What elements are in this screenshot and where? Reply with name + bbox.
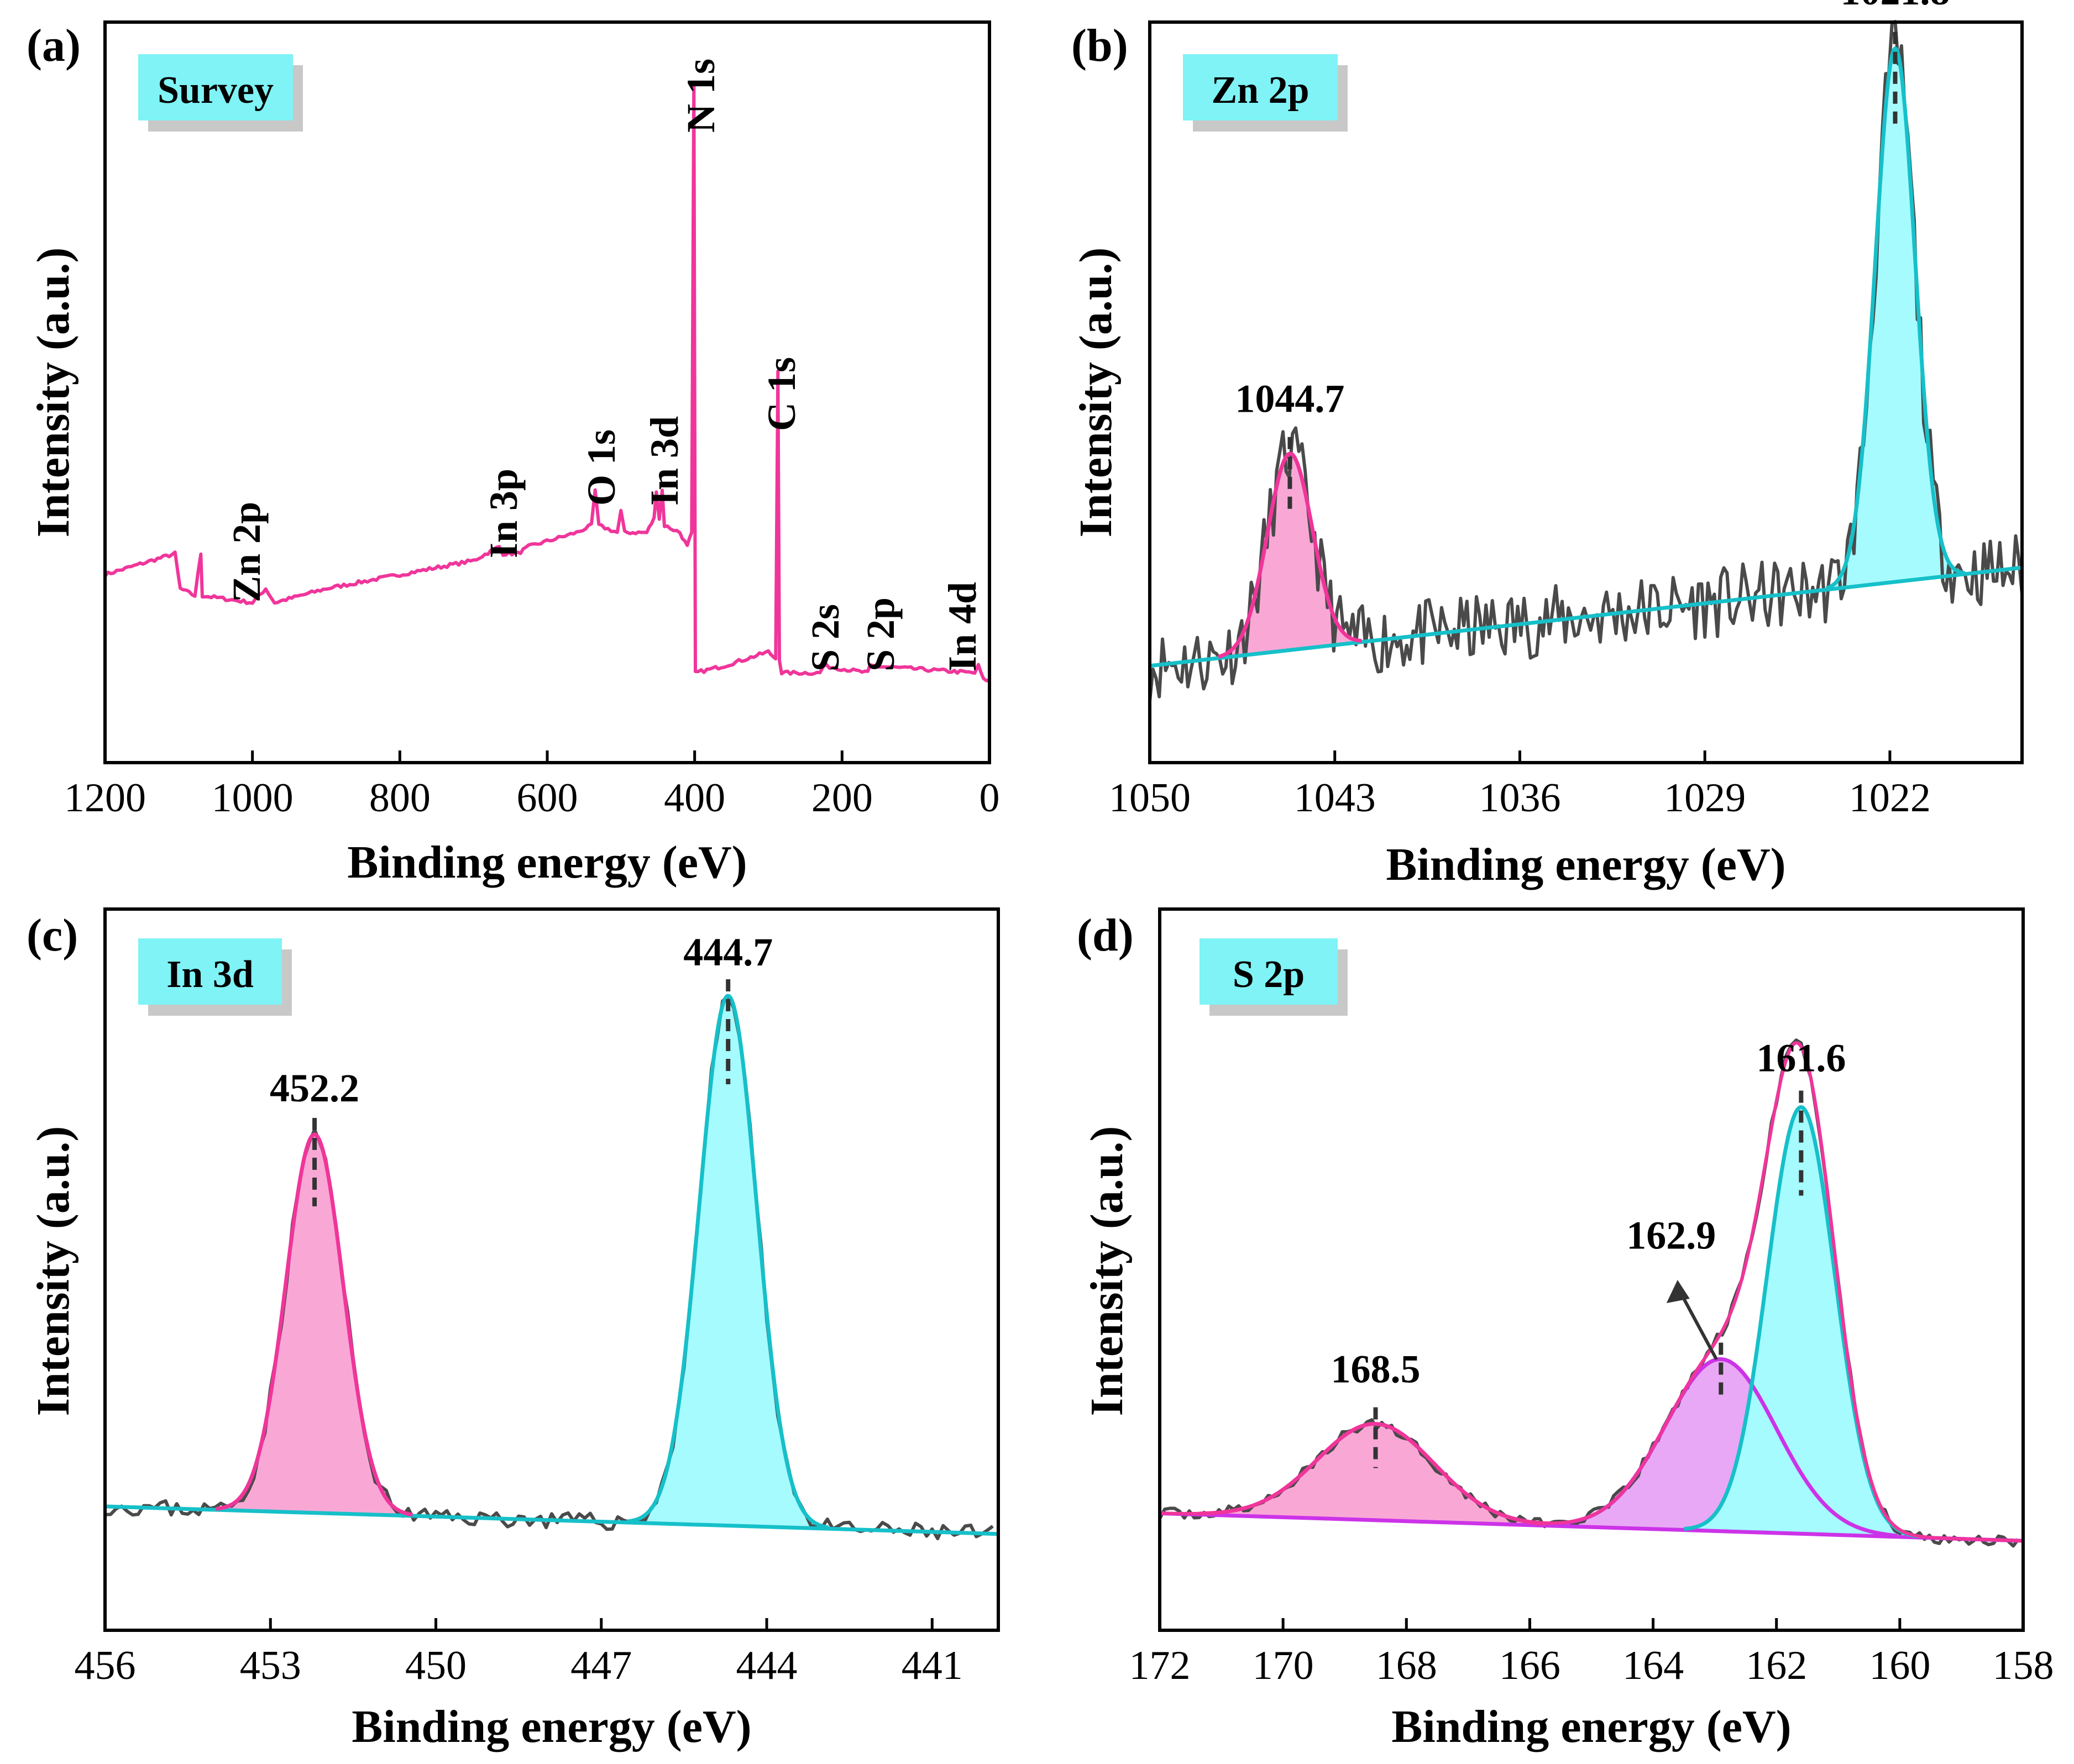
panel-b: (b) Zn 2p 1044.71021.8 10501043103610291… [1070, 0, 2024, 890]
annotations-a: Zn 2p In 3p O 1s In 3d N 1s C 1s S 2s S … [224, 59, 984, 671]
peak-label-161.6: 161.6 [1756, 1036, 1846, 1080]
x-tick-label: 450 [405, 1643, 467, 1688]
peak-fill-452.2 [216, 1134, 413, 1516]
plot-area-b: 1044.7 1021.8 [1148, 0, 2024, 701]
x-tick-label: 162 [1746, 1643, 1807, 1688]
annotation-in4d: In 4d [940, 582, 984, 671]
y-axis-title-c: Intensity (a.u.) [28, 1126, 79, 1416]
x-ticks-a: 1200 1000 800 600 400 200 0 [64, 750, 1000, 821]
raw-data-line [104, 994, 994, 1541]
s2p-box [1200, 938, 1338, 1005]
x-tick-label: 1043 [1294, 775, 1376, 821]
panel-label-b: (b) [1071, 20, 1128, 71]
x-tick-label: 447 [570, 1643, 632, 1688]
peak-label-452.2: 452.2 [270, 1066, 359, 1110]
x-tick-label: 158 [1993, 1643, 2054, 1688]
annotation-c1s: C 1s [760, 357, 804, 431]
x-tick-label: 444 [736, 1643, 798, 1688]
x-ticks-b: 1050 1043 1036 1029 1022 [1109, 750, 1931, 821]
annotation-in3d: In 3d [642, 416, 687, 506]
plot-frame-d [1158, 907, 2025, 1632]
peak-line-444.7 [626, 994, 829, 1530]
in3d-box-label: In 3d [166, 953, 254, 996]
fit-baseline [1159, 1511, 2024, 1543]
annotation-s2s: S 2s [803, 604, 847, 671]
plot-frame-c [103, 907, 1000, 1632]
peak-arrow-162-9 [1679, 1292, 1718, 1361]
panel-d: (d) S 2p 168.5 162.9 161.6 172 170 168 166 164… [1077, 907, 2054, 1752]
peak-arrow-head-162-9 [1666, 1280, 1690, 1303]
x-tick-label: 1050 [1109, 775, 1191, 821]
peak-label-444.7: 444.7 [683, 930, 773, 974]
panel-label-a: (a) [27, 20, 81, 71]
peak-fill-168.5 [1199, 1424, 1552, 1526]
peak-fill-444.7 [627, 996, 829, 1529]
y-axis-title-b: Intensity (a.u.) [1070, 247, 1122, 537]
x-tick-label: 164 [1622, 1643, 1684, 1688]
plot-frame-b [1148, 20, 2024, 764]
x-tick-label: 441 [902, 1643, 963, 1688]
y-axis-title-a: Intensity (a.u.) [28, 247, 79, 537]
x-ticks-d: 172 170 168 166 164 162 160 158 [1129, 1618, 2054, 1688]
x-tick-label: 800 [369, 775, 431, 821]
plot-area-d: 168.5 162.9 161.6 [1158, 1036, 2024, 1548]
panel-label-d: (d) [1077, 910, 1134, 961]
x-tick-label: 172 [1129, 1643, 1191, 1688]
y-axis-title-d: Intensity (a.u.) [1081, 1126, 1133, 1416]
survey-box-label: Survey [158, 69, 274, 112]
s2p-box-label: S 2p [1233, 953, 1305, 996]
panel-label-c: (c) [27, 910, 78, 961]
peak-fill-161.6 [1684, 1107, 1919, 1538]
peak-label-168.5: 168.5 [1331, 1347, 1421, 1392]
x-tick-label: 1036 [1479, 775, 1560, 821]
x-tick-label: 600 [517, 775, 578, 821]
x-tick-label: 160 [1869, 1643, 1930, 1688]
panel-a: (a) Survey 1200 1000 800 600 400 200 0 Binding… [27, 20, 1000, 888]
peak-line-1021.8 [1825, 46, 1965, 590]
fit-baseline [104, 1504, 999, 1536]
x-tick-label: 0 [980, 775, 1000, 821]
zn2p-box [1183, 54, 1338, 120]
x-tick-label: 456 [75, 1643, 136, 1688]
annotation-s2p: S 2p [858, 597, 903, 671]
x-tick-label: 453 [240, 1643, 301, 1688]
x-tick-label: 170 [1253, 1643, 1314, 1688]
x-tick-label: 1029 [1664, 775, 1746, 821]
x-axis-title-c: Binding energy (eV) [352, 1701, 751, 1752]
x-tick-label: 166 [1499, 1643, 1560, 1688]
fit-envelope-line [1160, 1041, 2023, 1543]
survey-box [138, 54, 293, 120]
plot-area-c: 452.2 444.7 [104, 930, 999, 1541]
x-tick-label: 1022 [1849, 775, 1931, 821]
peak-line-452.2 [216, 1132, 413, 1517]
x-tick-label: 1200 [64, 775, 146, 821]
peak-label-162.9: 162.9 [1626, 1213, 1716, 1257]
x-ticks-c: 456 453 450 447 444 441 [75, 1618, 963, 1688]
fit-baseline [1149, 565, 2023, 668]
peak-label-1021.8: 1021.8 [1840, 0, 1950, 13]
x-axis-title-d: Binding energy (eV) [1391, 1701, 1791, 1752]
x-tick-label: 200 [811, 775, 873, 821]
annotation-n1s: N 1s [679, 59, 723, 133]
zn2p-box-label: Zn 2p [1211, 69, 1309, 112]
plot-frame-a [103, 20, 991, 764]
raw-data-line [1158, 1038, 2020, 1548]
survey-spectrum-line [103, 81, 990, 683]
annotation-o1s: O 1s [579, 429, 624, 506]
x-tick-label: 400 [664, 775, 725, 821]
peak-fill-1021.8 [1826, 48, 1965, 590]
annotation-zn2p: Zn 2p [224, 502, 269, 602]
in3d-box [138, 938, 282, 1005]
peak-line-1044.7 [1217, 452, 1362, 659]
x-tick-label: 168 [1376, 1643, 1437, 1688]
x-axis-title-b: Binding energy (eV) [1386, 839, 1785, 890]
peak-label-1044.7: 1044.7 [1235, 377, 1344, 421]
plot-area-a [103, 81, 990, 683]
annotation-in3p: In 3p [481, 469, 526, 558]
x-tick-label: 1000 [212, 775, 294, 821]
x-axis-title-a: Binding energy (eV) [347, 837, 747, 888]
